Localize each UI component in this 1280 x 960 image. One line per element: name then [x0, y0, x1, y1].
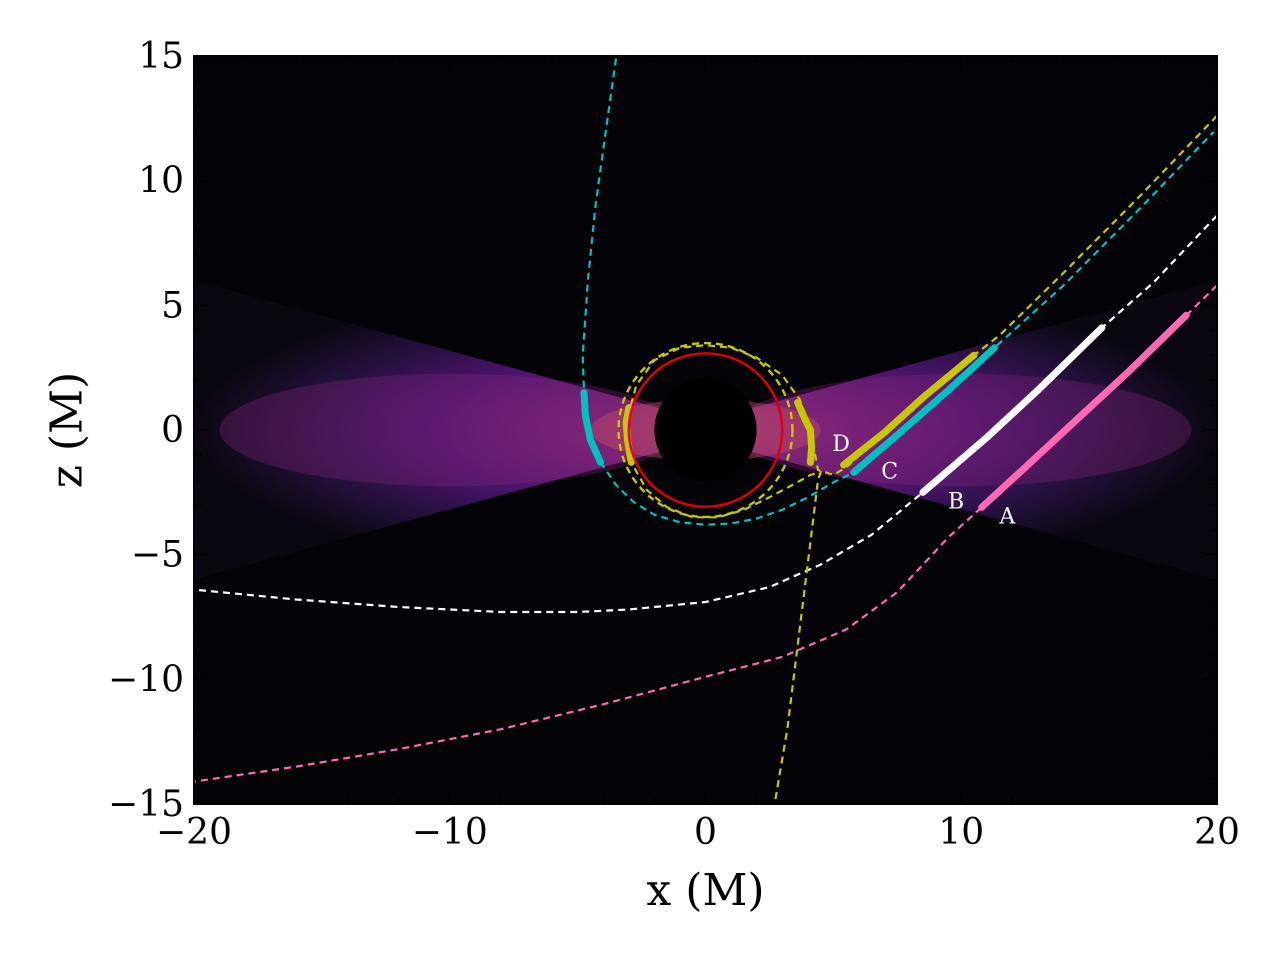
x-tick-label: −20 [156, 812, 232, 853]
y-tick-label: −5 [131, 535, 184, 576]
path-labels: A B C D [832, 432, 1016, 529]
series-D-emission-segment-2 [840, 351, 978, 469]
circle-r-3 [627, 352, 784, 508]
series-B-emission-segment-0 [919, 324, 1106, 496]
plot-area: A B C D [193, 55, 1218, 805]
x-tick-label: −10 [412, 812, 488, 853]
y-tick-label: 0 [161, 410, 184, 451]
series-label-A: A [998, 504, 1016, 529]
y-tick-label: −15 [108, 784, 184, 825]
series-label-B: B [948, 489, 964, 514]
circle-photon-ring [617, 341, 794, 519]
x-tick-label: 20 [1194, 812, 1240, 853]
reference-circles [617, 341, 794, 519]
series-label-D: D [832, 432, 850, 457]
series-label-C: C [881, 459, 898, 484]
series-D-dashed-path [625, 115, 1217, 804]
y-tick-label: −10 [108, 659, 184, 700]
series-C [580, 58, 1217, 526]
series-C-emission-segment-0 [580, 389, 605, 466]
y-tick-label: 10 [138, 161, 184, 202]
series-D [622, 115, 1217, 804]
series-C-emission-segment-1 [850, 344, 998, 476]
black-hole [654, 378, 757, 482]
series-D-emission-segment-0 [622, 404, 635, 466]
x-axis-label: x (M) [646, 865, 764, 916]
y-tick-label: 5 [161, 285, 184, 326]
geodesic-paths [194, 58, 1217, 804]
y-axis-label: z (M) [42, 372, 93, 489]
y-tick-label: 15 [138, 36, 184, 77]
series-D-emission-segment-1 [794, 399, 816, 466]
disk-glow-right [731, 373, 1192, 487]
series-A [194, 284, 1217, 783]
series-A-emission-segment-0 [978, 311, 1190, 511]
axis-ticks: −20 −10 0 10 20 −15 −10 −5 0 5 10 15 [108, 36, 1240, 853]
x-tick-label: 10 [938, 812, 984, 853]
disk-glow-left [219, 373, 680, 487]
x-tick-label: 0 [694, 812, 717, 853]
series-B [194, 214, 1217, 614]
